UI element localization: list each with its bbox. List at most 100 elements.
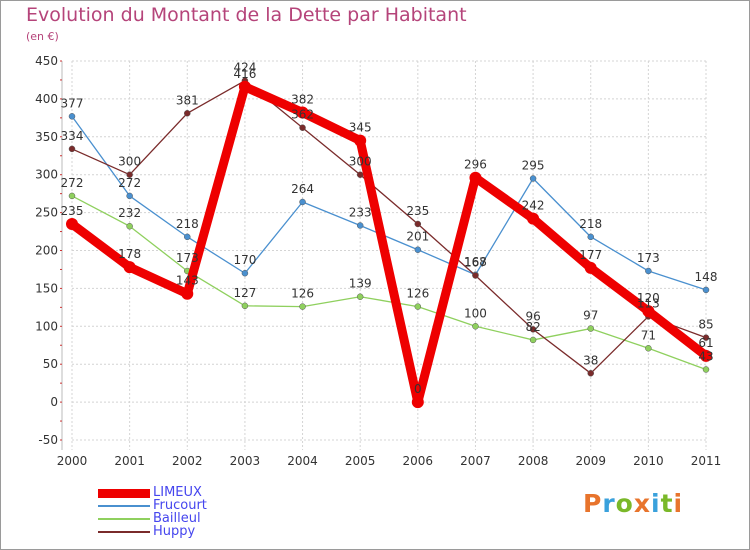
- legend-label: LIMEUX: [153, 485, 202, 500]
- data-label: 233: [349, 205, 372, 219]
- data-label: 113: [637, 296, 660, 310]
- data-point: [123, 261, 136, 274]
- data-label: 242: [522, 199, 545, 213]
- x-tick-label: 2010: [633, 454, 664, 468]
- data-label-layer: 377 272 218 170 264 233 201 168 295 218 173 148 272 2…: [61, 61, 718, 396]
- x-tick-label: 2006: [403, 454, 434, 468]
- data-label: 126: [291, 287, 314, 301]
- data-label: 272: [118, 176, 141, 190]
- data-label: 218: [579, 217, 602, 231]
- data-label: 424: [233, 61, 256, 75]
- data-point: [472, 323, 479, 330]
- data-label: 168: [464, 255, 487, 269]
- x-tick-label: 2001: [114, 454, 145, 468]
- legend-swatch: [98, 505, 150, 507]
- data-label: 300: [118, 155, 141, 169]
- data-label: 97: [583, 309, 598, 323]
- data-point: [645, 345, 652, 352]
- data-point: [126, 171, 133, 178]
- data-point: [184, 110, 191, 117]
- x-tick-label: 2002: [172, 454, 203, 468]
- data-label: 377: [61, 96, 84, 110]
- data-point: [472, 272, 479, 279]
- data-point: [642, 305, 655, 318]
- data-label: 43: [698, 350, 713, 364]
- data-label: 167: [464, 256, 487, 270]
- axis-layer: -50 0 50 100 150 200 250 300 350 400 450 2000 2001 20…: [35, 54, 721, 468]
- data-label: 382: [291, 93, 314, 107]
- y-tick-label: 50: [43, 357, 58, 371]
- data-point: [587, 233, 594, 241]
- legend-label: Bailleul: [153, 511, 201, 526]
- y-tick-label: 0: [50, 395, 58, 409]
- data-point: [299, 124, 306, 131]
- data-point: [529, 336, 537, 344]
- data-label: 127: [233, 286, 256, 300]
- y-tick-label: 400: [35, 92, 58, 106]
- y-tick-label: -50: [38, 433, 58, 447]
- x-tick-label: 2000: [57, 454, 88, 468]
- x-tick-label: 2011: [691, 454, 722, 468]
- data-label: 85: [698, 318, 713, 332]
- legend-swatch: [98, 531, 150, 533]
- x-tick-label: 2007: [460, 454, 491, 468]
- data-label: 300: [349, 155, 372, 169]
- logo-letter: i: [673, 489, 684, 518]
- data-point: [68, 145, 76, 153]
- y-tick-label: 350: [35, 130, 58, 144]
- data-label: 235: [61, 204, 84, 218]
- y-tick-label: 300: [35, 168, 58, 182]
- y-tick-label: 200: [35, 244, 58, 258]
- data-label: 416: [233, 67, 256, 81]
- data-point: [645, 267, 652, 275]
- proxiti-logo: Proxiti: [583, 489, 683, 518]
- data-label: 381: [176, 93, 199, 107]
- data-point: [241, 269, 249, 277]
- data-point: [354, 134, 367, 147]
- logo-letter: x: [633, 489, 651, 518]
- series-line-limeux: [67, 82, 711, 407]
- series-layer: [66, 77, 712, 409]
- data-label: 170: [233, 253, 256, 267]
- data-label: 173: [637, 251, 660, 265]
- data-label: 0: [414, 382, 422, 396]
- y-tick-label: 150: [35, 281, 58, 295]
- data-point: [299, 198, 306, 206]
- data-label: 126: [406, 287, 429, 301]
- logo-letter: t: [660, 489, 674, 518]
- legend-swatch: [98, 489, 150, 498]
- data-label: 61: [698, 336, 713, 350]
- data-label: 139: [349, 277, 372, 291]
- logo-letter: o: [615, 489, 634, 518]
- data-label: 272: [61, 176, 84, 190]
- series-line-bailleul: [71, 195, 707, 371]
- data-label: 96: [525, 309, 540, 323]
- data-label: 120: [637, 291, 660, 305]
- data-point: [411, 396, 424, 409]
- data-point: [296, 106, 309, 119]
- data-point: [68, 192, 76, 200]
- data-label: 143: [176, 274, 199, 288]
- data-point: [68, 113, 76, 120]
- x-tick-label: 2009: [575, 454, 606, 468]
- data-point: [181, 287, 194, 300]
- y-tick-label: 100: [35, 319, 58, 333]
- y-tick-label: 450: [35, 54, 58, 68]
- data-label: 148: [695, 270, 718, 284]
- data-point: [702, 334, 710, 341]
- logo-letter: r: [602, 489, 616, 518]
- data-label: 100: [464, 306, 487, 320]
- data-point: [414, 246, 422, 253]
- data-label: 201: [406, 230, 429, 244]
- data-point: [527, 212, 540, 225]
- x-tick-label: 2005: [345, 454, 376, 468]
- data-label: 264: [291, 182, 314, 196]
- data-point: [529, 175, 537, 182]
- data-point: [700, 349, 712, 362]
- data-label: 38: [583, 353, 598, 367]
- data-point: [184, 233, 191, 241]
- x-tick-label: 2004: [287, 454, 318, 468]
- data-point: [299, 303, 306, 310]
- data-point: [702, 286, 710, 294]
- legend-label: Huppy: [153, 524, 196, 539]
